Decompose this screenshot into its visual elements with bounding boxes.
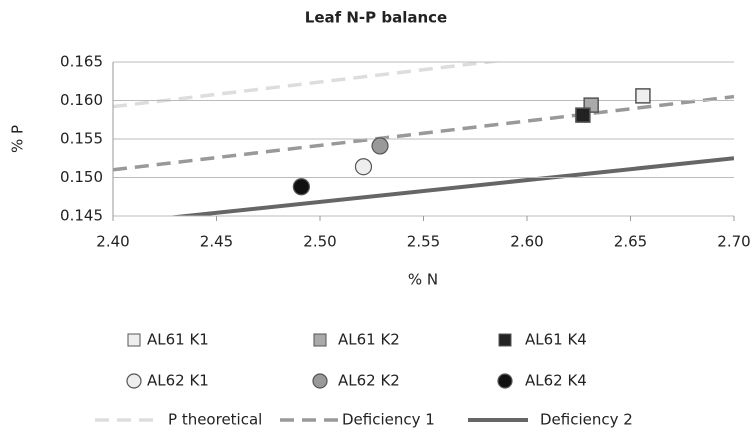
circle-marker — [371, 137, 389, 155]
y-tick-label: 0.165 — [60, 53, 103, 71]
trend-line — [166, 156, 734, 216]
trend-line — [113, 62, 503, 109]
legend-label: Deficiency 1 — [342, 411, 435, 429]
legend-label: AL61 K4 — [525, 331, 587, 349]
y-tick-label: 0.145 — [60, 207, 103, 225]
trend-line — [113, 94, 734, 172]
y-tick-label: 0.150 — [60, 168, 103, 186]
y-tick-label: 0.155 — [60, 130, 103, 148]
x-axis-title: % N — [408, 271, 438, 289]
x-tick-label: 2.65 — [614, 233, 647, 251]
circle-marker — [292, 178, 310, 196]
x-tick-label: 2.40 — [96, 233, 129, 251]
square-marker — [498, 333, 512, 347]
legend-label: AL61 K1 — [147, 331, 209, 349]
x-tick-label: 2.55 — [407, 233, 440, 251]
circle-marker — [354, 158, 373, 176]
x-tick-label: 2.70 — [717, 233, 750, 251]
circle-marker — [497, 373, 513, 389]
x-tick-label: 2.50 — [303, 233, 336, 251]
y-tick-label: 0.160 — [60, 91, 103, 109]
chart-title: Leaf N-P balance — [305, 9, 447, 27]
legend-label: AL61 K2 — [338, 331, 400, 349]
y-axis-title: % P — [9, 125, 27, 153]
legend-label: AL62 K1 — [147, 372, 209, 390]
circle-marker — [312, 373, 328, 389]
plot-area — [113, 62, 734, 216]
x-tick-label: 2.60 — [510, 233, 543, 251]
x-tick-label: 2.45 — [200, 233, 233, 251]
square-marker — [127, 333, 141, 347]
square-marker — [635, 88, 651, 104]
square-marker — [575, 107, 591, 123]
legend-label: AL62 K4 — [525, 372, 587, 390]
legend-label: Deficiency 2 — [540, 411, 633, 429]
legend-label: P theoretical — [168, 411, 262, 429]
legend-label: AL62 K2 — [338, 372, 400, 390]
circle-marker — [126, 373, 142, 389]
square-marker — [313, 333, 327, 347]
